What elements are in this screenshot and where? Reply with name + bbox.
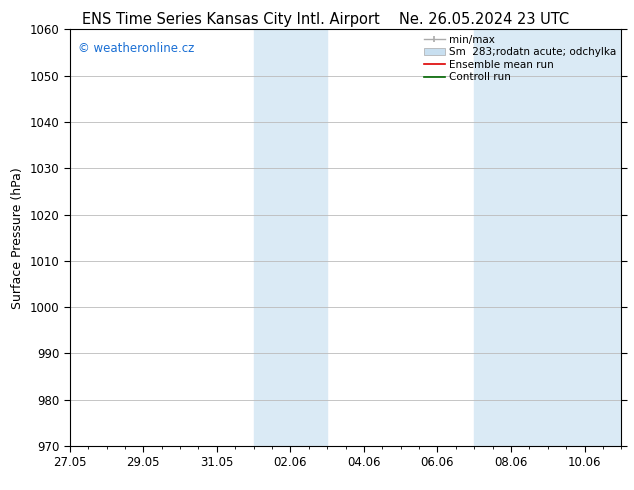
Legend: min/max, Sm  283;rodatn acute; odchylka, Ensemble mean run, Controll run: min/max, Sm 283;rodatn acute; odchylka, …: [422, 32, 618, 84]
Text: © weatheronline.cz: © weatheronline.cz: [78, 42, 195, 55]
Bar: [254, 29, 327, 446]
Text: Ne. 26.05.2024 23 UTC: Ne. 26.05.2024 23 UTC: [399, 12, 569, 27]
Text: ENS Time Series Kansas City Intl. Airport: ENS Time Series Kansas City Intl. Airpor…: [82, 12, 380, 27]
Y-axis label: Surface Pressure (hPa): Surface Pressure (hPa): [11, 167, 24, 309]
Bar: [474, 29, 621, 446]
